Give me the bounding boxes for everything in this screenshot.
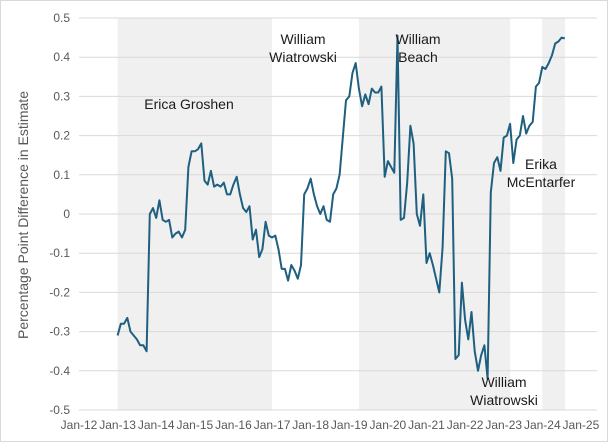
x-tick-labels: Jan-12 Jan-13 Jan-14 Jan-15 Jan-16 Jan-17 Jan-…	[61, 418, 600, 432]
y-tick-label: -0.2	[49, 285, 70, 299]
x-tick-label: Jan-19	[331, 418, 368, 432]
x-tick-label: Jan-23	[485, 418, 522, 432]
y-tick-label: -0.1	[49, 246, 70, 260]
annotation-line: Wiatrowski	[470, 392, 538, 408]
x-tick-label: Jan-13	[99, 418, 136, 432]
annotation-label-2: William Beach	[395, 31, 440, 65]
gridlines	[79, 17, 597, 411]
annotation-label-0: Erica Groshen	[144, 96, 233, 112]
y-tick-label: 0.3	[53, 89, 70, 103]
annotation-label-1: William Wiatrowski	[269, 31, 337, 65]
annotation-label-4: Erika McEntarfer	[507, 156, 576, 190]
annotation-line: Beach	[398, 49, 438, 65]
annotation-line: William	[481, 374, 526, 390]
x-tick-label: Jan-17	[254, 418, 291, 432]
series-line-group	[116, 34, 566, 380]
y-axis-label: Percentage Point Difference in Estimate	[15, 91, 31, 339]
annotation-label-3: William Wiatrowski	[470, 374, 538, 408]
annotation-line: Erika	[525, 156, 557, 172]
x-tick-label: Jan-24	[524, 418, 561, 432]
annotation-line: William	[395, 31, 440, 47]
annotation-line: William	[280, 31, 325, 47]
x-tick-label: Jan-21	[408, 418, 445, 432]
x-tick-label: Jan-12	[61, 418, 98, 432]
y-tick-labels: 0.5 0.4 0.3 0.2 0.1 0 -0.1 -0.2 -0.3 -0.4 -0.5	[49, 11, 70, 417]
y-tick-label: 0	[63, 207, 70, 221]
x-tick-label: Jan-20	[370, 418, 407, 432]
series-line-0	[116, 34, 566, 380]
x-tick-label: Jan-16	[215, 418, 252, 432]
y-tick-label: 0.2	[53, 129, 70, 143]
y-tick-label: -0.5	[49, 403, 70, 417]
annotations: Erica Groshen William Wiatrowski William Bea…	[144, 31, 575, 408]
y-tick-label: 0.5	[53, 11, 70, 25]
x-tick-label: Jan-18	[292, 418, 329, 432]
y-tick-label: 0.4	[53, 50, 70, 64]
annotation-line: Erica Groshen	[144, 96, 233, 112]
y-tick-label: -0.3	[49, 325, 70, 339]
x-tick-label: Jan-25	[563, 418, 600, 432]
x-tick-label: Jan-22	[447, 418, 484, 432]
annotation-line: Wiatrowski	[269, 49, 337, 65]
y-tick-label: 0.1	[53, 168, 70, 182]
y-tick-label: -0.4	[49, 364, 70, 378]
annotation-line: McEntarfer	[507, 174, 576, 190]
x-tick-label: Jan-15	[176, 418, 213, 432]
x-tick-label: Jan-14	[138, 418, 175, 432]
